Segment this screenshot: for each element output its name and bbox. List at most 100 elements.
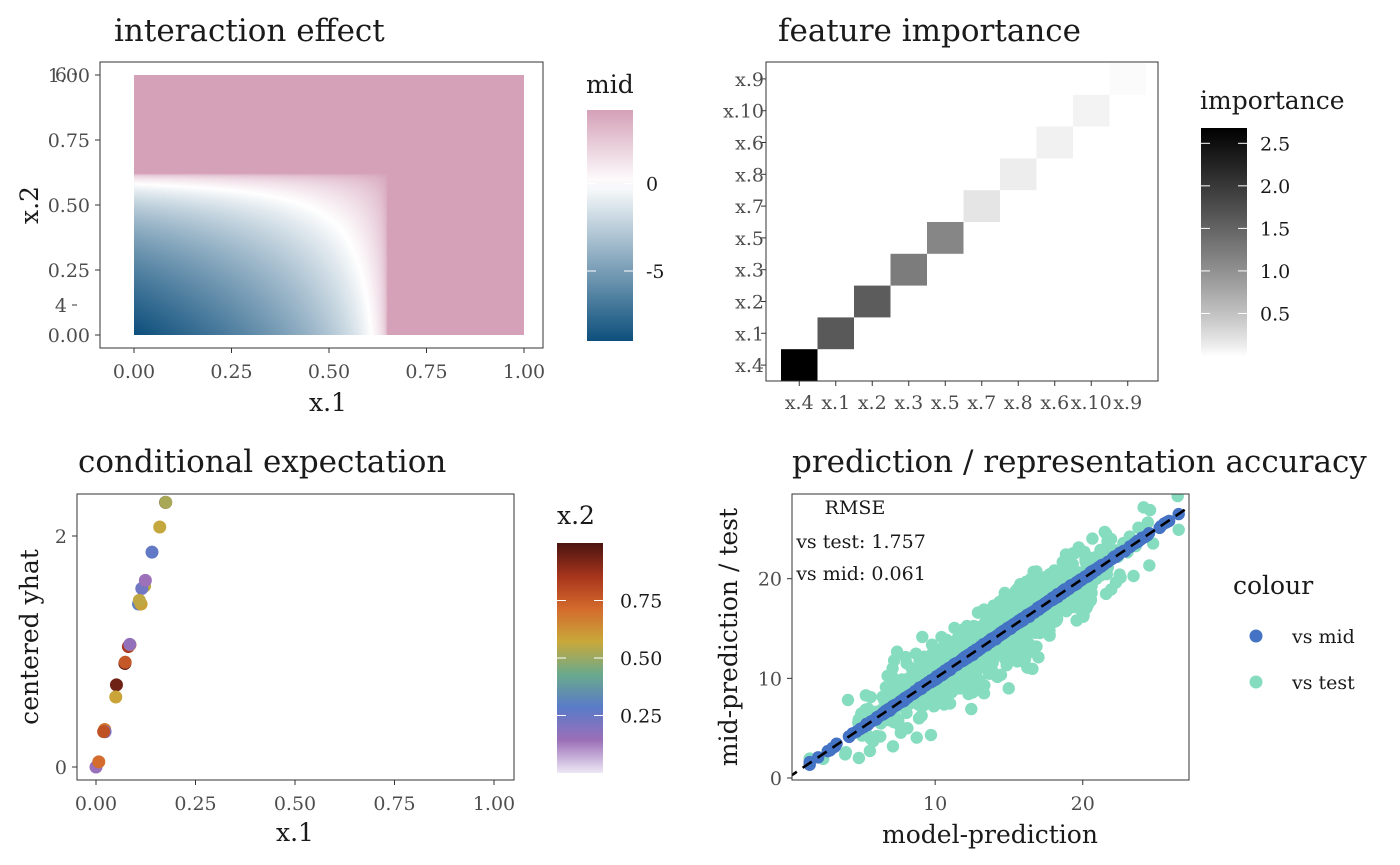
ice-point [457,0,470,11]
point-vs-test [841,693,855,707]
y-tick-label: 0.50 [48,195,90,217]
point-vs-test [1137,501,1150,514]
ice-point [184,406,197,419]
x-tick-label: 0.50 [274,793,316,815]
legend-colorbar [587,110,633,341]
y-tick-label: 0 [770,768,782,790]
ice-point [426,0,439,13]
legend-title: colour [1233,571,1313,600]
importance-cell-x.6 [1036,126,1073,159]
y-tick-label: 20 [758,569,782,591]
legend-title: mid [586,70,634,99]
point-vs-test [1141,516,1155,529]
legend-tick-label: 0.50 [620,648,662,670]
point-vs-test [886,740,900,753]
point-vs-test [863,744,877,758]
importance-cell-x.8 [1000,158,1037,191]
y-axis-label: mid-prediction / test [714,508,743,766]
y-tick-label: x.4 [735,355,764,377]
panel-conditional-expectation: conditional expectation 0.00 0.25 0.50 0.75… [15,0,662,847]
ice-point [396,0,409,13]
importance-cell-x.2 [854,285,891,318]
point-vs-test [916,630,929,644]
point-vs-test [838,748,852,761]
ice-point [467,5,480,18]
y-tick-label: x.1 [735,323,764,345]
ice-point [118,655,132,669]
point-vs-test [1094,543,1107,557]
point-vs-test [862,702,875,716]
y-tick-label: 6 [55,64,67,86]
ice-point [432,0,445,8]
ice-point [424,0,437,7]
interaction-heatmap-raster [134,75,524,335]
x-axis-label: x.1 [309,388,347,417]
point-vs-test [1073,545,1086,558]
plot-frame [765,61,1159,382]
y-axis-label: centered yhat [15,549,44,725]
ice-point [392,1,405,14]
panel-prediction-accuracy: prediction / representation accuracy RMS… [714,444,1367,849]
point-vs-test [935,648,949,662]
legend-tick-label: 0.25 [620,706,662,728]
ice-point [447,0,460,12]
y-tick-label: x.9 [735,69,764,91]
point-vs-test [1104,532,1118,546]
point-vs-test [864,732,877,745]
legend-tick-label: 2.5 [1260,133,1290,155]
panel-title: feature importance [778,13,1081,49]
importance-cell-x.1 [817,317,854,350]
point-vs-test [1171,494,1184,503]
ice-point [417,0,430,11]
point-vs-test [991,670,1004,684]
ice-point [379,0,392,8]
identity-reference-line [792,505,1189,777]
ice-point [396,0,409,7]
point-vs-test [978,679,991,692]
x-tick-label: 1.00 [473,793,515,815]
ice-point [395,3,408,16]
ice-point [178,422,191,435]
ice-point [396,2,409,15]
ice-point [123,637,137,651]
y-axis-label: x.2 [15,186,44,224]
ice-point [195,359,208,372]
point-vs-test [941,686,955,699]
rmse-heading: RMSE [825,497,886,519]
ice-point [440,0,453,10]
ice-point [457,3,470,16]
y-tick-label: x.6 [735,133,764,155]
point-vs-test [1077,590,1090,604]
point-vs-test [1002,682,1015,695]
ice-point [368,0,381,7]
ice-point [132,593,146,607]
point-vs-test [1086,532,1099,545]
ice-point [401,2,414,15]
ice-point [455,0,468,8]
legend-title: x.2 [557,501,595,530]
ice-point [196,362,209,375]
point-vs-test [1031,576,1044,590]
point-vs-test [998,652,1012,666]
ice-point [293,62,306,75]
x-tick-label: x.2 [858,392,887,414]
point-vs-test [930,691,944,704]
point-vs-test [905,662,919,675]
ice-point [194,368,207,381]
point-vs-test [1043,624,1056,637]
ice-point [296,54,309,67]
rmse-vs-test: vs test: 1.757 [795,531,926,553]
x-tick-label: 0.75 [373,793,415,815]
ice-point [292,62,305,75]
x-tick-label: x.10 [1071,392,1112,414]
importance-cell-x.7 [963,190,1000,222]
y-tick-label: 1.00 [48,65,90,87]
x-tick-label: x.8 [1004,392,1033,414]
point-vs-test [1172,523,1185,536]
x-tick-label: 0.25 [210,361,252,383]
ice-point [189,385,202,398]
ice-point [379,0,392,10]
rmse-vs-mid: vs mid: 0.061 [795,563,926,585]
ice-point [461,0,474,6]
legend-key-vs-test [1249,675,1263,689]
